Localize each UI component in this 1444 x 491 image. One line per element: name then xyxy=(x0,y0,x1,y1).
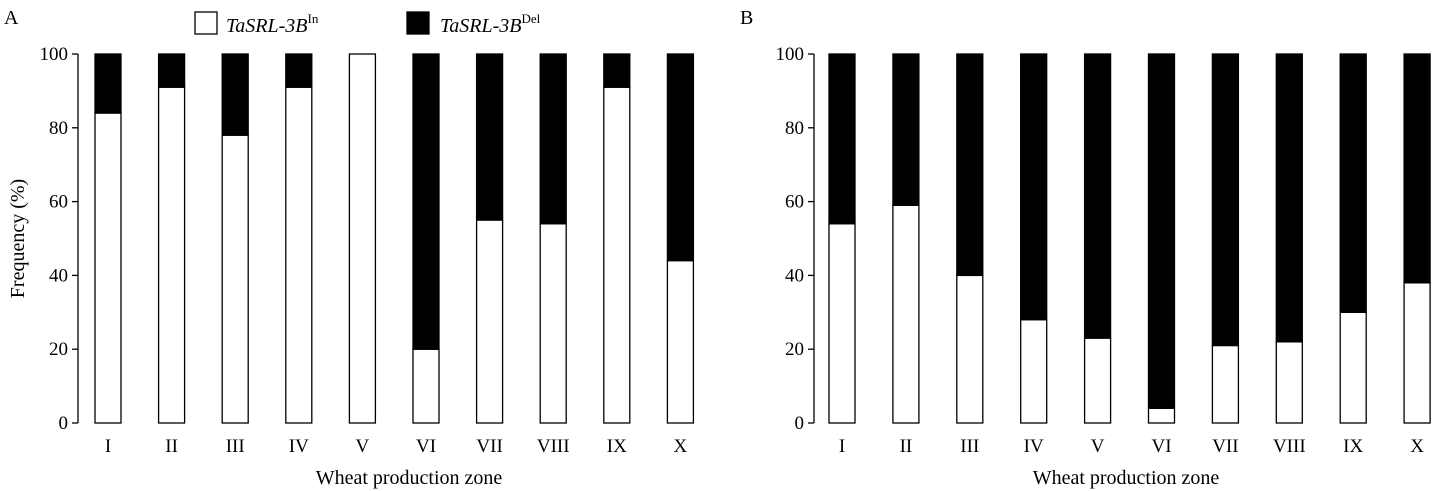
bar-segment-del xyxy=(1339,53,1367,313)
legend-label-in: TaSRL-3BIn xyxy=(226,11,319,37)
y-tick-label: 20 xyxy=(785,339,804,360)
y-tick-label: 0 xyxy=(59,413,69,434)
legend-label-del-sup: Del xyxy=(522,11,541,26)
bar-segment-del xyxy=(1275,53,1303,343)
bar-segment-del xyxy=(892,53,920,206)
legend: TaSRL-3BIn TaSRL-3BDel xyxy=(194,11,541,37)
y-tick-label: 80 xyxy=(785,118,804,139)
bar-segment-in xyxy=(666,259,695,424)
y-tick-label: 40 xyxy=(785,265,804,286)
y-tick-label: 80 xyxy=(49,118,68,139)
bar-segment-in xyxy=(412,348,440,424)
bar-segment-del xyxy=(1403,53,1431,284)
y-tick-label: 20 xyxy=(49,339,68,360)
bar-segment-del xyxy=(475,53,504,221)
x-tick-label: V xyxy=(1091,436,1105,457)
bar-segment-in xyxy=(1403,282,1431,424)
bar-segment-del xyxy=(828,53,856,225)
bar-segment-in xyxy=(603,86,631,424)
bar-segment-in xyxy=(348,53,377,424)
bar-segment-in xyxy=(828,223,856,424)
x-tick-label: VII xyxy=(1212,436,1238,457)
y-tick-label: 100 xyxy=(776,44,805,65)
x-tick-label: IV xyxy=(1024,436,1044,457)
bar-segment-in xyxy=(956,274,984,424)
y-tick-label: 100 xyxy=(40,44,69,65)
y-tick-label: 0 xyxy=(795,413,805,434)
bar-segment-in xyxy=(94,112,122,424)
legend-label-in-sup: In xyxy=(308,11,319,26)
x-tick-label: VIII xyxy=(537,436,570,457)
y-tick-label: 60 xyxy=(49,192,68,213)
bar-segment-in xyxy=(1275,341,1303,424)
bar-segment-del xyxy=(539,53,567,225)
bar-segment-del xyxy=(94,53,122,114)
y-axis-title: Frequency (%) xyxy=(7,179,29,298)
bar-segment-in xyxy=(892,204,920,424)
bar-segment-del xyxy=(1020,53,1048,321)
y-tick-label: 40 xyxy=(49,265,68,286)
bar-segment-in xyxy=(221,134,249,424)
y-tick-label: 60 xyxy=(785,192,804,213)
bar-segment-del xyxy=(1083,53,1112,339)
bar-segment-in xyxy=(1020,319,1048,424)
bar-segment-in xyxy=(285,86,313,424)
x-tick-label: X xyxy=(1410,436,1424,457)
x-tick-label: VII xyxy=(476,436,502,457)
panel-label: B xyxy=(740,7,753,29)
bar-segment-in xyxy=(1339,311,1367,424)
legend-swatch-in xyxy=(194,11,218,35)
x-tick-label: I xyxy=(105,436,111,457)
x-axis-title: Wheat production zone xyxy=(316,467,503,489)
legend-label-del: TaSRL-3BDel xyxy=(440,11,541,37)
bar-segment-del xyxy=(412,53,440,350)
x-tick-label: II xyxy=(900,436,913,457)
legend-label-del-name: TaSRL-3B xyxy=(440,15,522,37)
bar-segment-in xyxy=(157,86,186,424)
bar-segment-del xyxy=(221,53,249,136)
bar-segment-del xyxy=(1147,53,1176,409)
panel-label: A xyxy=(4,7,19,29)
x-tick-label: I xyxy=(839,436,845,457)
x-tick-label: VI xyxy=(1151,436,1171,457)
bar-segment-del xyxy=(1211,53,1240,347)
bar-segment-in xyxy=(1147,407,1176,424)
legend-label-in-name: TaSRL-3B xyxy=(226,15,308,37)
x-axis-title: Wheat production zone xyxy=(1033,467,1220,489)
x-tick-label: VIII xyxy=(1273,436,1306,457)
x-tick-label: V xyxy=(356,436,370,457)
x-tick-label: IV xyxy=(289,436,309,457)
bar-segment-in xyxy=(1083,337,1112,424)
bar-segment-del xyxy=(157,53,186,88)
x-tick-label: III xyxy=(960,436,979,457)
x-tick-label: X xyxy=(674,436,688,457)
bar-segment-del xyxy=(603,53,631,88)
bar-segment-del xyxy=(666,53,695,262)
x-tick-label: VI xyxy=(416,436,436,457)
bar-segment-in xyxy=(1211,344,1240,424)
x-tick-label: II xyxy=(165,436,178,457)
x-tick-label: III xyxy=(226,436,245,457)
bar-segment-del xyxy=(956,53,984,277)
bar-segment-in xyxy=(539,223,567,424)
x-tick-label: IX xyxy=(1343,436,1363,457)
bar-segment-in xyxy=(475,219,504,424)
legend-swatch-del xyxy=(406,11,430,35)
x-tick-label: IX xyxy=(607,436,627,457)
bar-segment-del xyxy=(285,53,313,88)
